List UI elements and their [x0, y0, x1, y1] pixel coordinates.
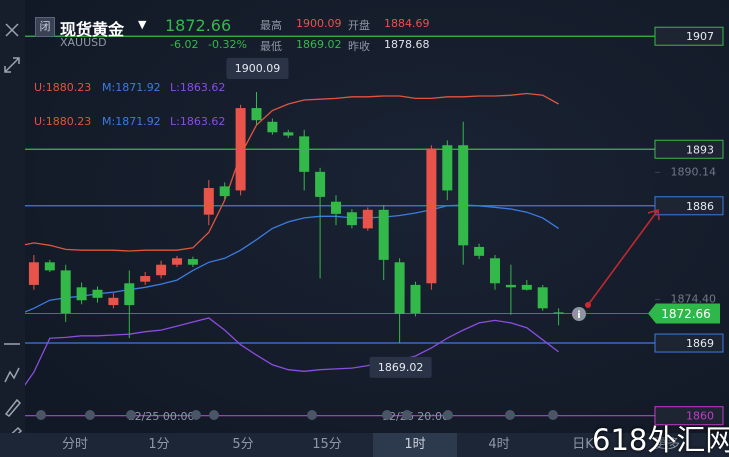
instrument-name[interactable]: 现货黄金	[60, 20, 125, 39]
level-label-box	[654, 139, 724, 159]
price-callout-box	[369, 356, 432, 378]
candle-body	[362, 209, 373, 229]
current-price-tag	[648, 303, 720, 324]
candle-body	[251, 108, 262, 121]
tab[interactable]: 日K	[572, 437, 594, 452]
candle-body	[299, 136, 310, 172]
status-badge: 闭	[35, 17, 55, 37]
candle-body	[124, 283, 135, 306]
pencil-tool[interactable]	[4, 398, 22, 417]
close-icon[interactable]	[5, 23, 19, 37]
candle-body	[187, 259, 198, 265]
candle-body	[140, 276, 151, 282]
level-label-box	[654, 406, 724, 426]
price-callout-box	[226, 58, 289, 80]
x-tick-label: 12/26 20:00	[382, 410, 449, 423]
stat-value: 1900.09	[296, 17, 342, 30]
candle-body	[219, 186, 230, 197]
candle-body	[521, 284, 532, 290]
band-line	[17, 204, 559, 316]
candle-body	[156, 264, 167, 276]
candle-body	[331, 201, 341, 214]
stat-value: 1884.69	[384, 17, 430, 30]
tab[interactable]: 15分	[312, 437, 342, 452]
last-price: 1872.66	[165, 16, 232, 35]
candle-body	[426, 148, 437, 284]
trend-arrow: i	[572, 208, 660, 321]
svg-text:i: i	[577, 310, 580, 321]
x-tick-label: 12/25 00:00	[128, 410, 195, 423]
indicator-lower: L:1863.62	[170, 115, 226, 128]
candle-body	[346, 212, 357, 226]
level-label: 1869	[686, 337, 714, 350]
candle-body	[474, 246, 485, 256]
candle-body	[108, 297, 119, 306]
candle-body	[537, 287, 548, 309]
candle-body	[172, 258, 182, 265]
scroll-dots	[36, 410, 558, 420]
candle-body	[490, 258, 500, 284]
stat-value: 1869.02	[296, 38, 342, 51]
indicator-upper: U:1880.23	[34, 115, 92, 128]
candle-body	[458, 145, 469, 246]
tab-active[interactable]: 1时	[373, 433, 457, 457]
candle-body	[283, 132, 294, 136]
level-label: 1893	[686, 143, 714, 156]
level-label-box	[654, 333, 724, 353]
y-tick-label: 1874.40	[671, 292, 717, 305]
price-callout: 1869.02	[378, 361, 424, 374]
stat-label: 最低	[260, 40, 282, 53]
price-change: -6.02	[170, 38, 199, 51]
candle-body	[442, 145, 453, 191]
tab[interactable]: 更多	[653, 437, 680, 452]
level-label-box	[654, 26, 724, 46]
price-callout: 1900.09	[235, 62, 281, 75]
dropdown-arrow[interactable]: ▼	[138, 18, 147, 31]
candle-body	[60, 270, 71, 314]
level-label: 1907	[686, 30, 714, 43]
tab[interactable]: 5分	[232, 437, 254, 452]
stat-value: 1878.68	[384, 38, 430, 51]
indicator-lower: L:1863.62	[170, 81, 226, 94]
candle-body	[28, 262, 39, 285]
indicator-middle: M:1871.92	[102, 115, 161, 128]
level-label: 1860	[686, 410, 714, 423]
y-tick-label: 1890.14	[671, 165, 717, 178]
candle-body	[76, 287, 87, 301]
expand-icon[interactable]	[4, 57, 20, 73]
indicator-upper: U:1880.23	[34, 81, 92, 94]
candle-body	[394, 262, 405, 314]
candle-body	[315, 171, 326, 197]
candle-body	[378, 209, 389, 260]
price-change-pct: -0.32%	[208, 38, 247, 51]
stat-label: 最高	[260, 19, 282, 32]
tab[interactable]: 1分	[148, 437, 170, 452]
level-label: 1886	[686, 200, 714, 213]
watermark: 618外汇网	[592, 423, 729, 457]
candle-body	[44, 262, 55, 271]
tab[interactable]: 分时	[61, 437, 88, 452]
candle-body	[203, 188, 214, 215]
candle-body	[505, 284, 516, 288]
candle-body	[267, 121, 278, 133]
candle-body	[553, 312, 564, 314]
stat-label: 开盘	[348, 19, 370, 32]
timeframe-bar: 分时 1分 5分 15分 1时 4时 日K 更多	[0, 433, 729, 457]
draw-tool[interactable]	[4, 367, 20, 383]
candle-body	[410, 284, 421, 314]
left-toolbar	[0, 0, 25, 445]
candle-body	[235, 108, 246, 191]
symbol: XAUUSD	[60, 36, 107, 49]
level-label-box	[654, 196, 724, 216]
tab[interactable]: 4时	[488, 437, 510, 452]
stat-label: 昨收	[348, 40, 370, 53]
current-price-label: 1872.66	[661, 307, 711, 321]
band-line	[17, 92, 559, 252]
candle-body	[92, 289, 103, 298]
indicator-middle: M:1871.92	[102, 81, 161, 94]
band-line	[17, 317, 559, 396]
